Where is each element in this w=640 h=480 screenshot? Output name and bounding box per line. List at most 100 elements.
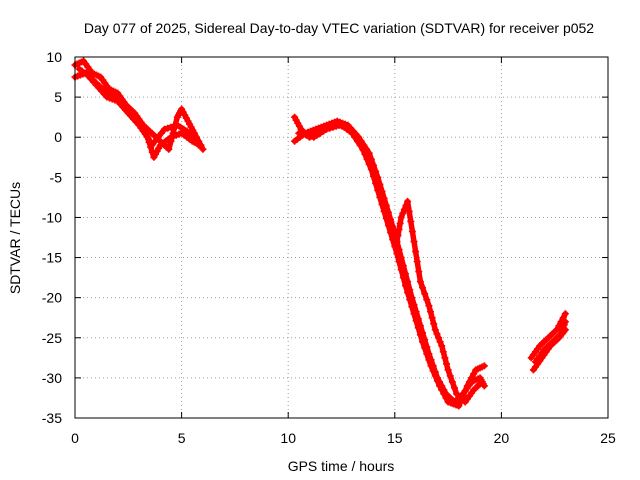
data-point	[382, 206, 390, 214]
data-point	[326, 124, 334, 132]
data-point	[151, 137, 159, 145]
y-axis-label: SDTVAR / TECUs	[7, 182, 23, 294]
data-point	[450, 384, 458, 392]
data-point	[408, 303, 416, 311]
data-point	[438, 342, 446, 350]
data-point	[351, 133, 359, 141]
data-point	[427, 362, 435, 370]
data-point	[416, 278, 424, 286]
x-axis-label: GPS time / hours	[288, 458, 395, 474]
y-tick-label: -15	[42, 250, 62, 266]
data-point	[372, 173, 380, 181]
data-point	[165, 145, 173, 153]
data-point	[369, 167, 377, 175]
data-point	[553, 326, 561, 334]
data-point	[384, 213, 392, 221]
data-point	[429, 367, 437, 375]
data-point	[402, 201, 410, 209]
x-tick-label: 5	[178, 430, 186, 446]
x-tick-label: 15	[387, 430, 403, 446]
y-tick-label: 0	[54, 129, 62, 145]
data-point	[461, 387, 469, 395]
data-point	[154, 133, 162, 141]
data-point	[438, 386, 446, 394]
data-point	[561, 310, 569, 318]
data-point	[170, 122, 178, 130]
data-point	[400, 205, 408, 213]
data-point	[401, 282, 409, 290]
y-tick-label: -25	[42, 330, 62, 346]
data-point	[406, 296, 414, 304]
series-segment-3	[527, 310, 569, 374]
data-point	[440, 390, 448, 398]
y-tick-label: -10	[42, 209, 62, 225]
data-point	[362, 151, 370, 159]
data-point	[396, 219, 404, 227]
data-point	[359, 146, 367, 154]
data-point	[427, 308, 435, 316]
data-point	[349, 129, 357, 137]
data-point	[408, 227, 416, 235]
data-point	[421, 344, 429, 352]
data-point	[415, 268, 423, 276]
data-point	[435, 334, 443, 342]
data-point	[441, 354, 449, 362]
chart-title: Day 077 of 2025, Sidereal Day-to-day VTE…	[84, 20, 594, 36]
data-point	[395, 258, 403, 266]
data-point	[306, 132, 314, 140]
data-point	[367, 161, 375, 169]
data-point	[444, 366, 452, 374]
data-point	[399, 209, 407, 217]
data-point	[412, 317, 420, 325]
data-point	[389, 225, 397, 233]
data-point	[167, 123, 175, 131]
data-point	[323, 125, 331, 133]
plot-frame	[74, 56, 609, 419]
data-point	[428, 314, 436, 322]
data-point	[399, 274, 407, 282]
data-point	[478, 378, 486, 386]
data-point	[354, 137, 362, 145]
grid	[75, 57, 608, 418]
data-point	[436, 338, 444, 346]
data-point	[425, 302, 433, 310]
data-point	[295, 129, 303, 137]
data-point	[414, 324, 422, 332]
series-segment-2	[291, 113, 488, 410]
data-point	[329, 123, 337, 131]
data-point	[394, 231, 402, 239]
data-point	[416, 331, 424, 339]
y-tick-label: -20	[42, 290, 62, 306]
y-tick-label: -35	[42, 410, 62, 426]
data-point	[393, 238, 401, 246]
track-line	[291, 118, 488, 405]
data-point	[465, 378, 473, 386]
data-point	[393, 250, 401, 258]
data-point	[195, 141, 203, 149]
data-point	[357, 141, 365, 149]
data-point	[443, 360, 451, 368]
tick-labels: 0 5 10 15 20 25 10 5 0 -5 -10 -15 -20 -25 -30 -35	[42, 49, 616, 446]
x-tick-label: 10	[280, 430, 296, 446]
track-line	[291, 114, 488, 409]
data-point	[407, 217, 415, 225]
data-point	[380, 199, 388, 207]
data-point	[433, 377, 441, 385]
data-point	[561, 318, 569, 326]
y-tick-label: 5	[54, 89, 62, 105]
data-point	[164, 124, 172, 132]
data-point	[374, 179, 382, 187]
y-tick-label: -5	[50, 169, 63, 185]
data-point	[423, 296, 431, 304]
data-point	[395, 225, 403, 233]
data-point	[332, 122, 340, 130]
data-point	[421, 290, 429, 298]
data-point	[378, 192, 386, 200]
x-tick-label: 20	[494, 430, 510, 446]
data-point	[470, 370, 478, 378]
data-point	[365, 156, 373, 164]
data-point	[410, 238, 418, 246]
data-point	[397, 213, 405, 221]
x-tick-label: 25	[600, 430, 616, 446]
data-point	[455, 402, 463, 410]
